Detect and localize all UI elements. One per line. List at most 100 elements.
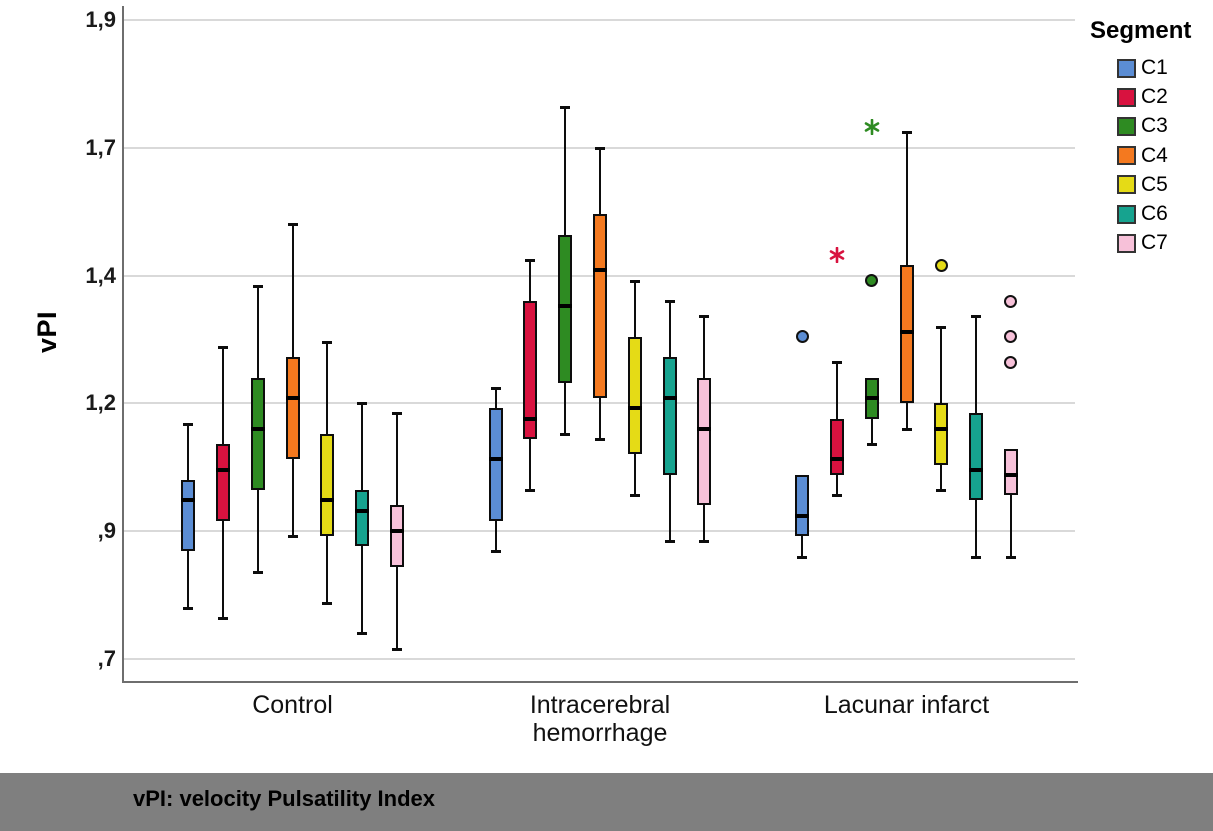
plot-area: 1,9 1,7 1,4 1,2 ,9 ,7 Control Intracerebral hemo… — [85, 6, 1078, 747]
box-c6-lacunar — [969, 413, 984, 501]
whisker-cap-top-c1-ich — [490, 386, 501, 390]
x-axis-line — [122, 681, 1078, 683]
median-c6-lacunar — [969, 467, 984, 472]
whisker-cap-bottom-c6-ich — [664, 540, 675, 544]
box-c1-control — [181, 479, 196, 552]
outlier-circle-c3-lacunar — [865, 274, 879, 288]
whisker-cap-top-c5-lacunar — [936, 325, 947, 329]
whisker-cap-bottom-c1-lacunar — [797, 555, 808, 559]
whisker-cap-bottom-c1-ich — [490, 550, 501, 554]
whisker-cap-top-c6-lacunar — [971, 315, 982, 319]
legend-label-c4: C4 — [1141, 143, 1168, 167]
box-c3-control — [250, 377, 265, 491]
whisker-cap-top-c5-control — [322, 340, 333, 344]
median-c5-ich — [627, 406, 642, 411]
legend-label-c7: C7 — [1141, 231, 1168, 255]
y-tick-label: ,9 — [97, 518, 116, 543]
median-c4-control — [285, 396, 300, 401]
gridline-,9 — [124, 530, 1075, 532]
box-c1-ich — [488, 408, 503, 521]
box-c3-ich — [558, 234, 573, 383]
outlier-circle-c5-lacunar — [934, 258, 948, 272]
legend-label-c5: C5 — [1141, 172, 1168, 196]
box-c4-ich — [593, 214, 607, 399]
whisker-cap-top-c5-ich — [629, 279, 640, 283]
y-axis-line — [122, 6, 124, 683]
legend-swatch-c5 — [1117, 175, 1136, 195]
y-axis-title: vPI — [31, 310, 62, 354]
whisker-cap-bottom-c7-lacunar — [1005, 555, 1016, 559]
box-c7-lacunar — [1003, 449, 1018, 496]
legend-item-c5: C5 — [1117, 172, 1168, 196]
whisker-cap-bottom-c6-lacunar — [971, 555, 982, 559]
outlier-circle-c7-lacunar — [1004, 294, 1018, 308]
median-c7-control — [389, 529, 404, 533]
whisker-cap-bottom-c4-control — [287, 535, 298, 539]
whisker-cap-bottom-c3-lacunar — [866, 443, 877, 447]
whisker-cap-bottom-c5-ich — [629, 494, 640, 498]
whisker-cap-top-c6-control — [357, 402, 368, 406]
whisker-cap-top-c7-control — [391, 412, 402, 416]
legend-item-c1: C1 — [1117, 57, 1168, 79]
whisker-cap-top-c2-control — [217, 346, 228, 350]
box-c2-ich — [523, 301, 538, 440]
box-c5-control — [320, 433, 335, 537]
legend-title: Segment — [1090, 17, 1192, 44]
legend-label-c3: C3 — [1141, 114, 1168, 138]
legend-label-c2: C2 — [1141, 85, 1168, 109]
y-tick-label: ,7 — [97, 645, 116, 671]
legend-swatch-c6 — [1117, 204, 1136, 224]
legend-item-c4: C4 — [1117, 143, 1168, 167]
caption-bar: vPI: velocity Pulsatility Index — [0, 773, 1213, 831]
whisker-cap-top-c2-ich — [525, 259, 536, 263]
whisker-cap-bottom-c2-ich — [525, 489, 536, 493]
legend-item-c6: C6 — [1117, 203, 1168, 225]
extreme-star-c2-lacunar — [829, 246, 845, 264]
median-c1-lacunar — [795, 513, 810, 518]
median-c3-control — [250, 426, 265, 431]
gridline-1,9 — [124, 19, 1075, 21]
whisker-cap-top-c3-control — [252, 284, 263, 288]
whisker-cap-bottom-c2-lacunar — [831, 494, 842, 498]
whisker-cap-top-c1-control — [183, 422, 194, 426]
legend-swatch-c2 — [1117, 87, 1136, 107]
whisker-cap-bottom-c1-control — [183, 606, 194, 610]
median-c5-lacunar — [934, 426, 949, 431]
legend-item-c7: C7 — [1117, 232, 1168, 254]
median-c4-lacunar — [899, 329, 914, 334]
median-c3-ich — [558, 304, 573, 309]
median-c2-lacunar — [829, 457, 844, 462]
median-c7-ich — [697, 426, 712, 431]
legend-swatch-c4 — [1117, 146, 1136, 166]
y-tick-label: 1,9 — [85, 7, 116, 32]
x-axis-label-lacunar: Lacunar infarct — [823, 691, 990, 719]
outlier-circle-c7-lacunar — [1004, 330, 1018, 344]
box-c2-control — [215, 444, 230, 521]
median-c2-control — [215, 467, 230, 472]
box-c7-control — [389, 505, 404, 567]
box-c5-lacunar — [934, 403, 949, 465]
whisker-cap-top-c4-lacunar — [901, 131, 912, 135]
box-c4-lacunar — [899, 265, 914, 404]
median-c1-ich — [488, 457, 503, 462]
legend-swatch-c1 — [1117, 58, 1136, 78]
median-c2-ich — [523, 416, 538, 421]
x-axis-label-ich: Intracerebral — [529, 691, 671, 719]
whisker-cap-top-c3-ich — [560, 105, 571, 109]
whisker-cap-top-c7-ich — [699, 315, 710, 319]
median-c5-control — [320, 498, 335, 503]
legend-swatch-c7 — [1117, 233, 1136, 253]
whisker-cap-bottom-c3-control — [252, 570, 263, 574]
extreme-star-c3-lacunar — [864, 118, 880, 136]
box-c5-ich — [627, 336, 642, 455]
whisker-cap-bottom-c2-control — [217, 616, 228, 620]
box-c6-ich — [662, 357, 677, 475]
whisker-cap-top-c6-ich — [664, 300, 675, 304]
box-c6-control — [355, 490, 370, 547]
y-tick-label: 1,7 — [85, 134, 116, 160]
whisker-cap-bottom-c5-control — [322, 601, 333, 605]
legend-item-c3: C3 — [1117, 115, 1168, 137]
median-c6-ich — [662, 396, 677, 401]
whisker-cap-top-c4-control — [287, 223, 298, 227]
